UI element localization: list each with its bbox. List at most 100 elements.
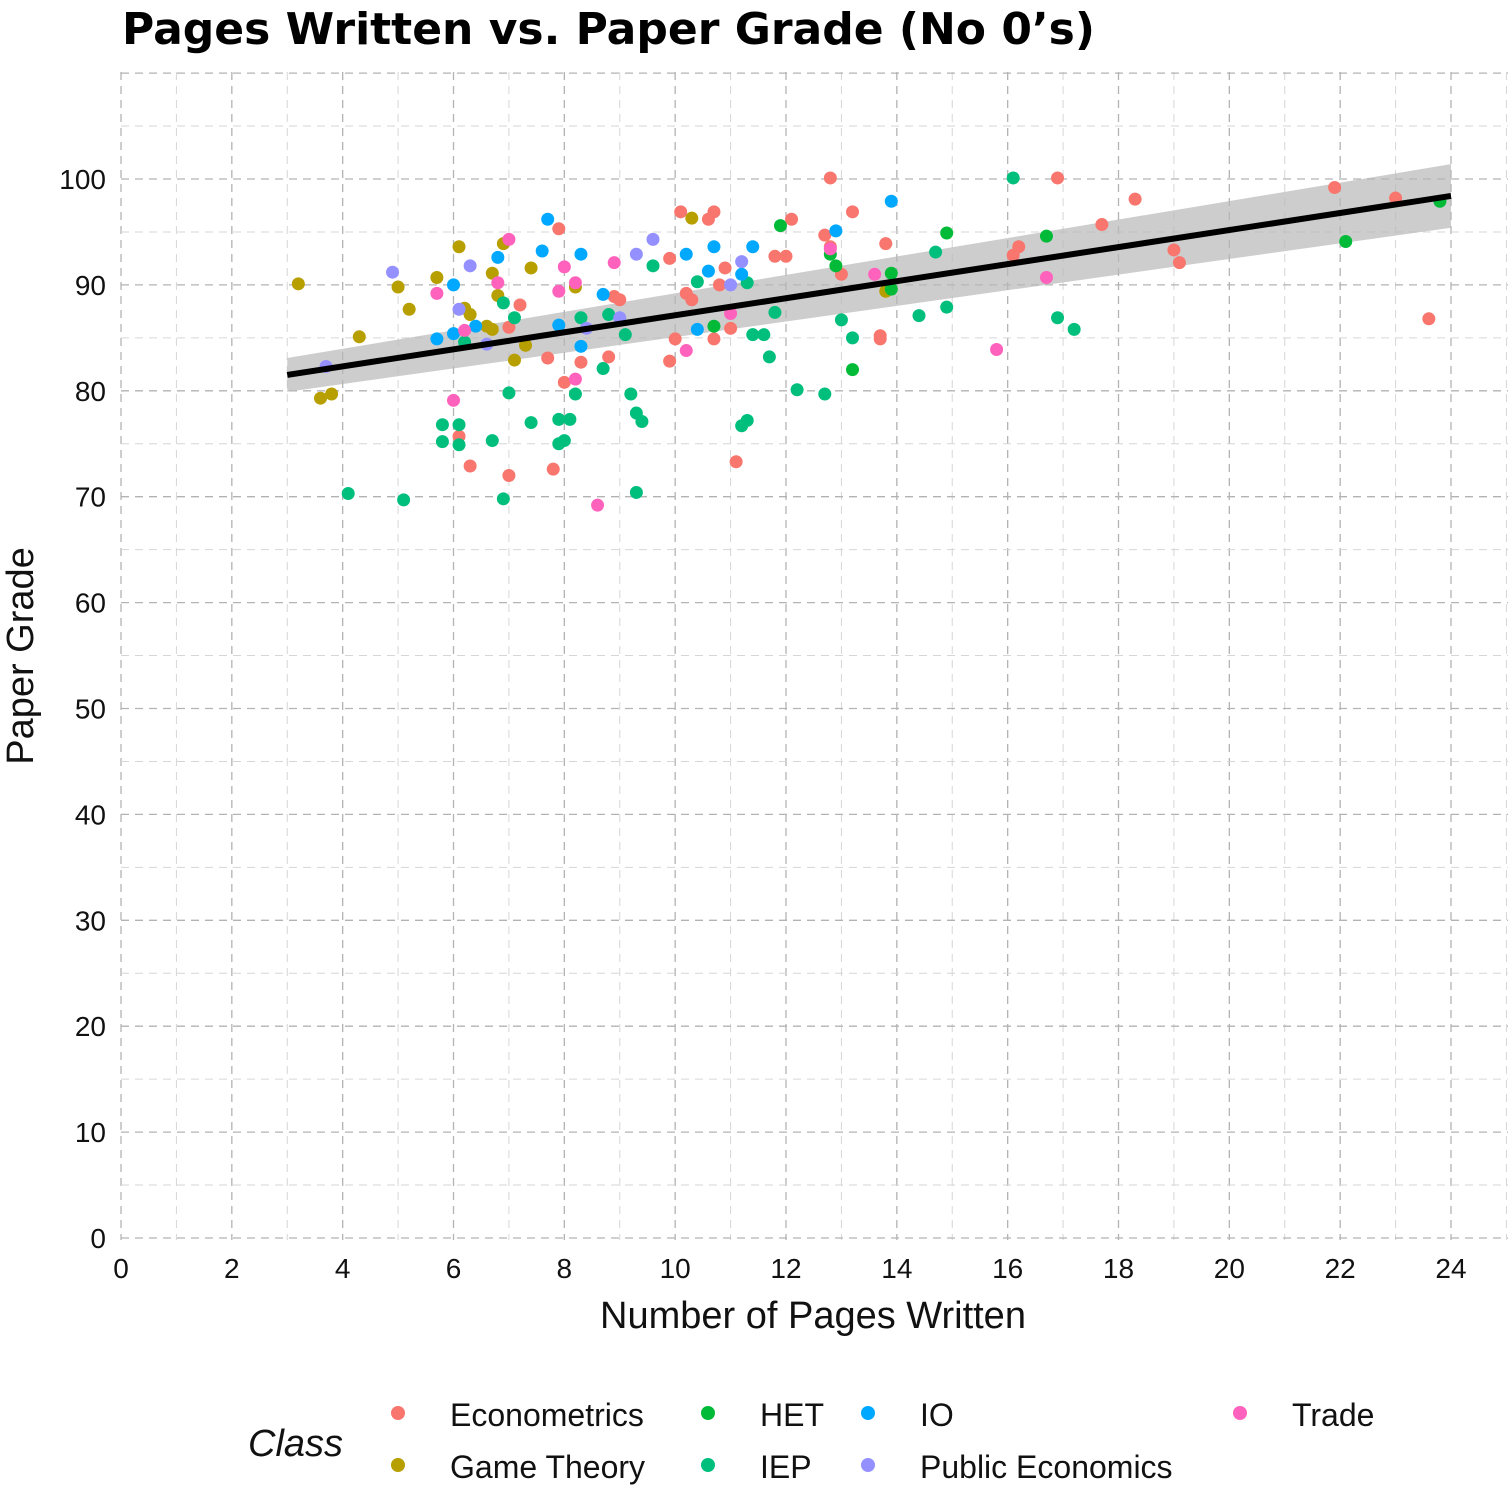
x-tick-label: 20 [1214,1253,1245,1284]
x-tick-label: 14 [881,1253,912,1284]
legend-swatch-het [701,1406,715,1420]
legend-swatch-iep [701,1458,715,1472]
point-econometrics [1172,256,1186,270]
point-econometrics [707,205,721,219]
point-iep [740,413,754,427]
point-game-theory [452,240,466,254]
y-tick-label: 60 [75,588,106,619]
point-iep [452,418,466,432]
point-trade [557,260,571,274]
point-iep [341,487,355,501]
point-econometrics [879,237,893,251]
point-econometrics [541,351,555,365]
point-game-theory [314,391,327,405]
y-tick-label: 90 [75,270,106,301]
point-io [541,212,555,226]
confidence-band-layer [287,164,1451,392]
point-trade [1039,270,1053,284]
legend-label-game-theory: Game Theory [450,1449,645,1485]
x-tick-label: 10 [660,1253,691,1284]
point-econometrics [873,332,887,346]
trend-line [286,192,1452,378]
point-iep [502,386,516,400]
point-trade [502,232,516,246]
point-iep [768,305,782,319]
point-game-theory [352,330,366,344]
point-game-theory [291,277,305,291]
point-trade [568,276,582,290]
point-public-economics [452,302,466,316]
point-game-theory [485,266,499,280]
point-io [574,247,588,261]
x-tick-label: 6 [446,1253,462,1284]
point-iep [524,416,538,430]
point-game-theory [325,387,339,401]
point-econometrics [707,332,721,346]
point-econometrics [1051,171,1065,185]
point-het [773,219,787,233]
point-econometrics [663,251,677,265]
point-iep [646,259,660,273]
point-econometrics [818,228,832,242]
point-econometrics [668,332,682,346]
x-axis-title: Number of Pages Written [600,1295,1026,1337]
point-econometrics [785,212,799,226]
point-game-theory [519,338,533,352]
legend-swatch-game-theory [391,1458,405,1472]
y-axis-title: Paper Grade [0,547,42,765]
point-iep [563,412,577,426]
point-econometrics [663,354,677,368]
point-iep [452,438,466,452]
legend-label-iep: IEP [760,1449,812,1485]
point-iep [557,434,571,448]
point-public-economics [386,265,400,279]
point-trade [552,284,566,298]
point-het [1339,234,1353,248]
point-econometrics [1167,243,1181,257]
x-tick-label: 16 [992,1253,1023,1284]
point-game-theory [507,353,521,367]
legend-swatch-public-economics [861,1458,875,1472]
point-io [447,327,460,341]
point-io [491,250,505,264]
point-iep [507,311,521,325]
chart-title: Pages Written vs. Paper Grade (No 0’s) [122,4,1095,55]
point-iep [757,328,771,342]
x-tick-label: 12 [770,1253,801,1284]
legend-label-het: HET [760,1397,824,1433]
x-axis-tick-labels: 0 2 4 6 8 10 12 14 16 18 20 22 24 [113,1253,1466,1284]
point-iep [690,275,704,289]
point-iep [762,350,776,364]
point-io [701,264,715,278]
point-trade [607,256,621,270]
point-het [1039,229,1053,243]
point-io [552,318,566,332]
point-econometrics [724,321,738,335]
y-tick-label: 70 [75,482,106,513]
point-econometrics [685,293,699,307]
point-io [690,322,704,336]
y-tick-label: 10 [75,1117,106,1148]
point-iep [618,328,632,342]
point-iep [940,300,954,314]
point-io [596,287,610,301]
point-het [707,319,721,333]
point-game-theory [524,261,538,275]
point-iep [435,418,449,432]
y-tick-label: 80 [75,376,106,407]
point-econometrics [552,222,566,236]
point-iep [929,245,943,259]
y-tick-label: 50 [75,694,106,725]
point-iep [790,383,804,397]
point-iep [568,387,582,401]
point-het [829,259,843,273]
legend-swatch-econometrics [391,1406,405,1420]
point-iep [602,308,616,322]
point-het [940,226,954,240]
point-econometrics [729,455,743,469]
point-iep [485,434,499,448]
point-econometrics [502,320,516,334]
point-iep [912,309,926,323]
point-het [846,363,859,377]
